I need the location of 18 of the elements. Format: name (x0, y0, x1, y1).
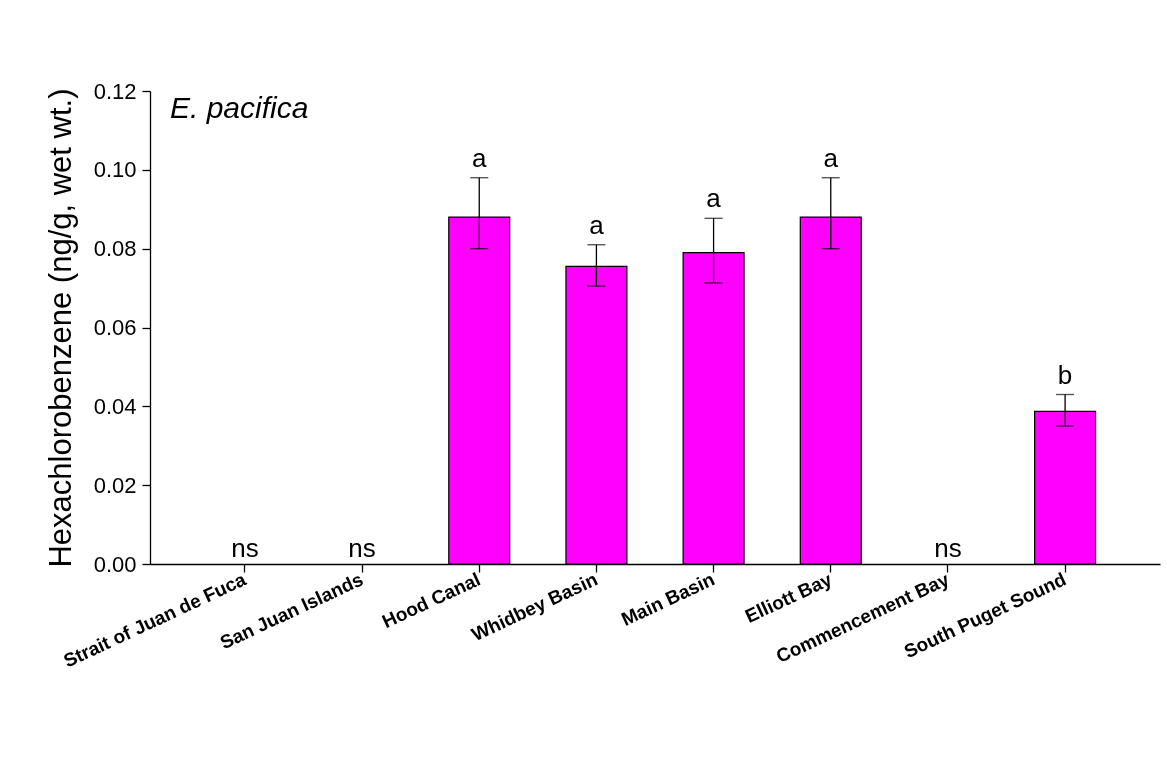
annotation: ns (348, 533, 376, 563)
annotation: b (1057, 359, 1073, 390)
annotation: a (589, 209, 605, 240)
x-tick-label: Main Basin (618, 568, 718, 630)
annotation: a (706, 183, 722, 214)
annotation: ns (934, 533, 962, 563)
annotation: ns (231, 533, 259, 563)
y-tick-label: 0.04 (93, 393, 137, 419)
y-tick-label: 0.10 (93, 157, 137, 183)
annotation: a (472, 142, 488, 173)
y-tick-label: 0.02 (93, 472, 137, 498)
annotation: a (823, 142, 839, 173)
y-tick-label: 0.06 (93, 315, 137, 340)
y-tick-label: 0.00 (93, 551, 137, 577)
y-tick-label: 0.08 (93, 236, 137, 262)
y-axis-title: Hexachlorobenzene (ng/g, wet wt.) (42, 88, 78, 568)
chart-title: E. pacifica (170, 91, 309, 124)
y-tick-label: 0.12 (93, 78, 137, 104)
